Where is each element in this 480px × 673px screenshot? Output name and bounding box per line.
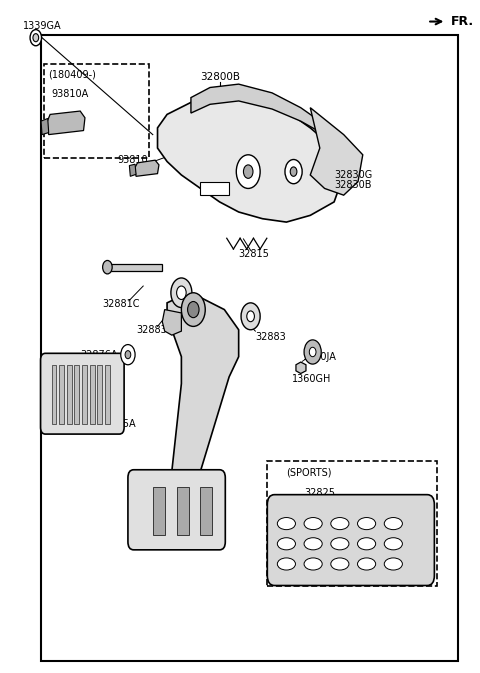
Ellipse shape (358, 558, 376, 570)
Text: 32825A: 32825A (98, 419, 135, 429)
Polygon shape (310, 108, 363, 195)
Polygon shape (41, 118, 48, 135)
Ellipse shape (304, 538, 322, 550)
Bar (67, 365, 72, 424)
Bar (82, 365, 87, 424)
Circle shape (103, 260, 112, 274)
Circle shape (304, 340, 321, 364)
Ellipse shape (384, 558, 402, 570)
Circle shape (236, 155, 260, 188)
Text: 32830G: 32830G (334, 170, 372, 180)
Bar (74, 365, 79, 424)
Text: 32883: 32883 (255, 332, 286, 341)
Polygon shape (162, 310, 181, 335)
Ellipse shape (277, 538, 296, 550)
Circle shape (181, 293, 205, 326)
Polygon shape (201, 182, 229, 195)
Circle shape (125, 351, 131, 359)
Circle shape (309, 347, 316, 357)
Circle shape (247, 311, 254, 322)
Bar (44, 64, 149, 158)
Bar (90, 365, 95, 424)
Bar (153, 487, 165, 535)
Ellipse shape (384, 518, 402, 530)
Ellipse shape (358, 538, 376, 550)
Polygon shape (47, 111, 85, 135)
Text: (SPORTS): (SPORTS) (287, 468, 332, 477)
Circle shape (177, 286, 186, 299)
Text: 93810A: 93810A (51, 90, 89, 99)
Circle shape (243, 165, 253, 178)
Ellipse shape (384, 538, 402, 550)
Polygon shape (296, 362, 306, 374)
Bar (267, 461, 437, 586)
FancyBboxPatch shape (128, 470, 225, 550)
Circle shape (290, 167, 297, 176)
Bar (59, 365, 64, 424)
Bar (177, 487, 189, 535)
FancyBboxPatch shape (41, 353, 124, 434)
Ellipse shape (277, 518, 296, 530)
Circle shape (33, 34, 39, 42)
Ellipse shape (304, 558, 322, 570)
Circle shape (285, 160, 302, 184)
Polygon shape (129, 164, 136, 176)
Bar (41, 35, 458, 661)
Ellipse shape (277, 558, 296, 570)
Text: 1310JA: 1310JA (303, 352, 337, 361)
Bar (51, 365, 56, 424)
Text: 93810: 93810 (117, 155, 147, 165)
Ellipse shape (358, 518, 376, 530)
Ellipse shape (331, 538, 349, 550)
Bar (97, 365, 102, 424)
Bar (201, 487, 213, 535)
Text: 32881C: 32881C (103, 299, 140, 309)
Ellipse shape (331, 558, 349, 570)
Circle shape (188, 302, 199, 318)
Ellipse shape (331, 518, 349, 530)
Text: 1360GH: 1360GH (292, 374, 332, 384)
Bar (105, 365, 110, 424)
Text: 32825: 32825 (304, 488, 336, 497)
Text: 32830B: 32830B (334, 180, 372, 190)
Polygon shape (167, 296, 239, 505)
Circle shape (171, 278, 192, 308)
Circle shape (241, 303, 260, 330)
Circle shape (121, 345, 135, 365)
Text: 32883: 32883 (136, 325, 167, 334)
Text: (180409-): (180409-) (48, 69, 96, 79)
Polygon shape (134, 160, 159, 176)
Polygon shape (105, 264, 162, 271)
FancyBboxPatch shape (267, 495, 434, 586)
Text: 32876A: 32876A (80, 350, 118, 359)
Text: 1339GA: 1339GA (23, 21, 61, 30)
Text: FR.: FR. (451, 15, 474, 28)
Circle shape (30, 30, 42, 46)
Polygon shape (157, 94, 344, 222)
Polygon shape (191, 84, 334, 141)
Ellipse shape (304, 518, 322, 530)
Text: 32800B: 32800B (201, 73, 240, 82)
Text: 32815: 32815 (239, 250, 270, 259)
